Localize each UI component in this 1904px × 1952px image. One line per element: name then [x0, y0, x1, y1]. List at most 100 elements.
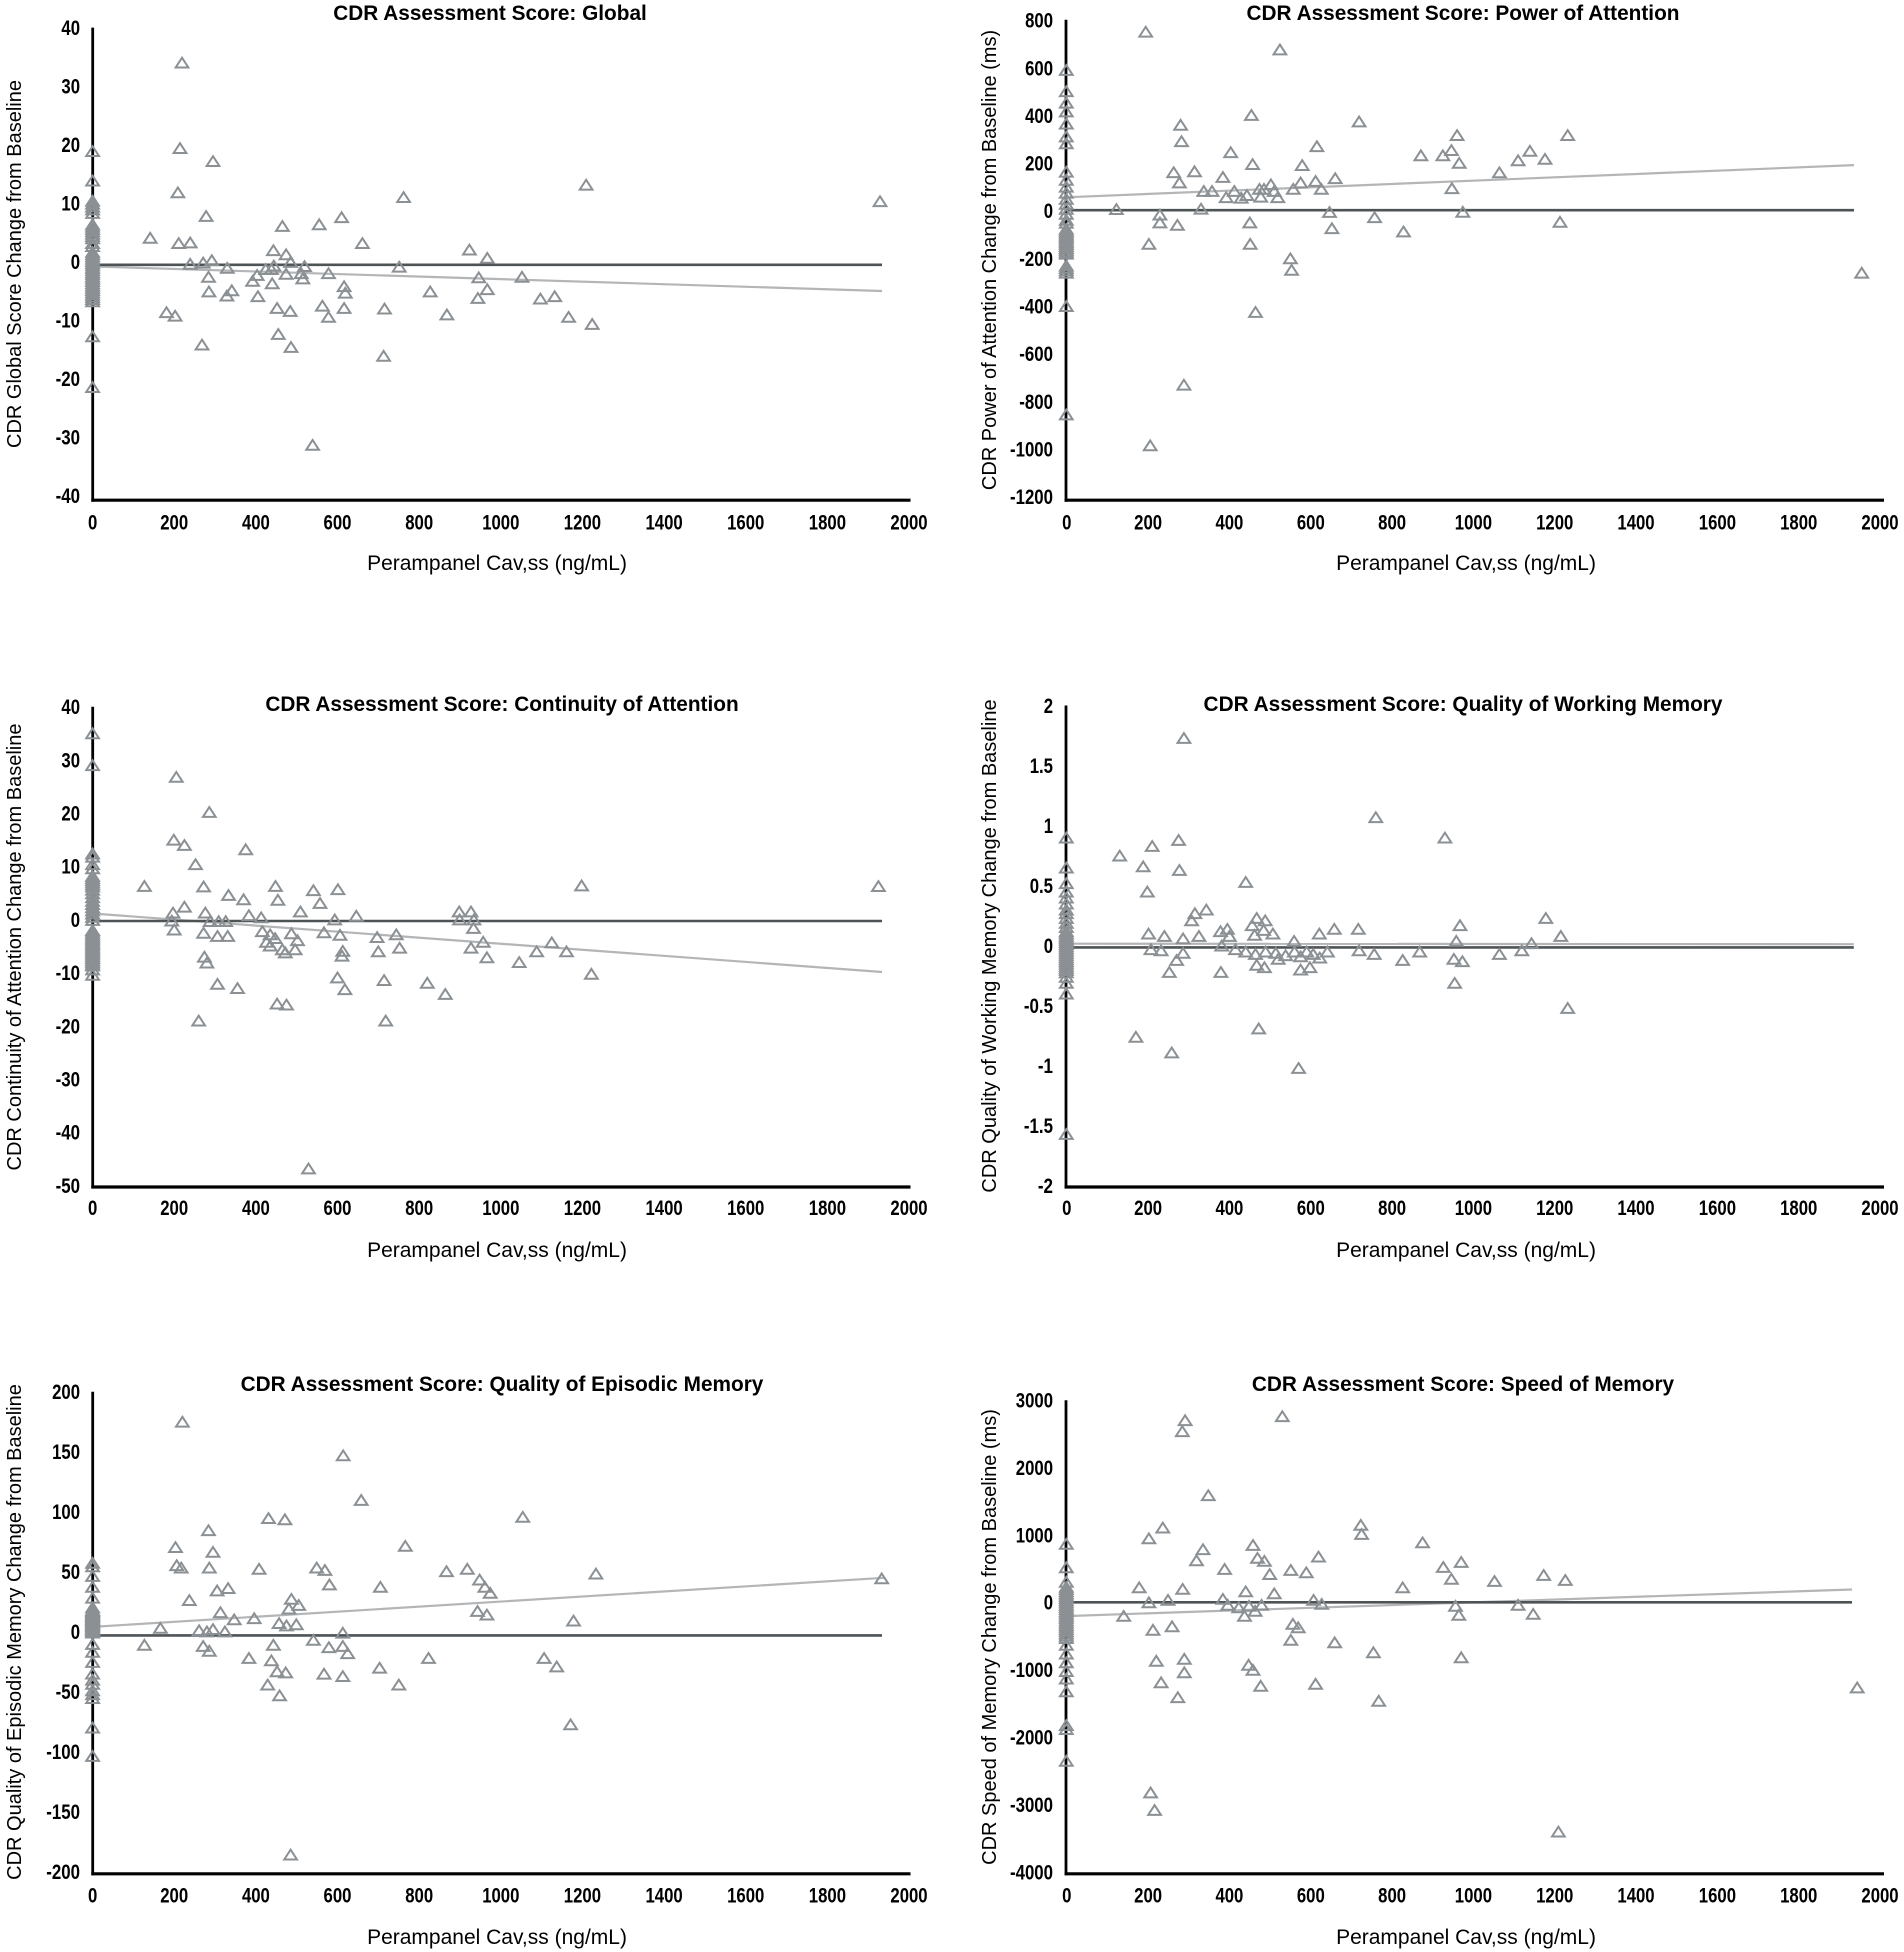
svg-text:-2: -2 [1038, 1175, 1053, 1198]
svg-text:1400: 1400 [1617, 512, 1654, 535]
svg-text:-4000: -4000 [1010, 1861, 1053, 1884]
svg-text:20: 20 [61, 134, 80, 157]
svg-text:400: 400 [1215, 1197, 1243, 1220]
svg-text:1800: 1800 [1780, 1197, 1817, 1220]
svg-text:1400: 1400 [1617, 1197, 1654, 1220]
svg-text:Perampanel Cav,ss (ng/mL): Perampanel Cav,ss (ng/mL) [1336, 552, 1596, 575]
svg-text:-20: -20 [56, 368, 80, 391]
svg-text:1600: 1600 [727, 512, 764, 535]
svg-text:400: 400 [1025, 105, 1053, 128]
svg-text:-1200: -1200 [1010, 486, 1053, 509]
svg-text:400: 400 [242, 1197, 270, 1220]
svg-text:2000: 2000 [890, 1884, 927, 1907]
svg-text:CDR Quality of Working Memory: CDR Quality of Working Memory Change fro… [979, 699, 1001, 1192]
svg-text:600: 600 [324, 1197, 352, 1220]
svg-text:CDR Power of Attention Change: CDR Power of Attention Change from Basel… [979, 30, 1001, 490]
svg-text:1000: 1000 [482, 1197, 519, 1220]
svg-text:CDR Assessment Score: Quality: CDR Assessment Score: Quality of Episodi… [241, 1373, 764, 1396]
svg-text:0: 0 [1044, 1592, 1053, 1615]
svg-text:Perampanel Cav,ss (ng/mL): Perampanel Cav,ss (ng/mL) [1336, 1239, 1596, 1262]
svg-text:-800: -800 [1019, 391, 1053, 414]
svg-text:-1: -1 [1038, 1055, 1053, 1078]
svg-text:0: 0 [1062, 512, 1071, 535]
svg-text:0: 0 [88, 1197, 97, 1220]
svg-text:400: 400 [1215, 1884, 1243, 1907]
svg-text:800: 800 [1025, 10, 1053, 33]
svg-text:CDR Global Score Change from B: CDR Global Score Change from Baseline [4, 80, 26, 448]
svg-text:-600: -600 [1019, 343, 1053, 366]
svg-text:150: 150 [52, 1441, 80, 1464]
svg-text:200: 200 [160, 1197, 188, 1220]
svg-text:1600: 1600 [727, 1884, 764, 1907]
svg-text:0: 0 [1044, 935, 1053, 958]
svg-text:1400: 1400 [646, 1197, 683, 1220]
svg-text:2000: 2000 [1861, 512, 1898, 535]
svg-text:-40: -40 [56, 1122, 80, 1145]
svg-text:30: 30 [61, 749, 80, 772]
svg-text:800: 800 [405, 512, 433, 535]
svg-text:10: 10 [61, 856, 80, 879]
svg-text:1600: 1600 [1699, 1884, 1736, 1907]
svg-text:600: 600 [1025, 57, 1053, 80]
svg-text:200: 200 [1134, 1884, 1162, 1907]
svg-text:-200: -200 [46, 1861, 80, 1884]
svg-text:1200: 1200 [1536, 512, 1573, 535]
svg-text:400: 400 [242, 512, 270, 535]
svg-text:-1000: -1000 [1010, 438, 1053, 461]
svg-text:-10: -10 [56, 310, 80, 333]
svg-text:1000: 1000 [1016, 1524, 1053, 1547]
svg-text:1000: 1000 [1455, 1197, 1492, 1220]
svg-text:Perampanel Cav,ss (ng/mL): Perampanel Cav,ss (ng/mL) [367, 1239, 627, 1262]
svg-text:2000: 2000 [890, 1197, 927, 1220]
svg-text:800: 800 [405, 1884, 433, 1907]
svg-text:-3000: -3000 [1010, 1794, 1053, 1817]
svg-text:CDR Assessment Score: Continui: CDR Assessment Score: Continuity of Atte… [265, 693, 738, 716]
svg-text:2000: 2000 [890, 512, 927, 535]
svg-text:40: 40 [61, 17, 80, 40]
svg-text:1400: 1400 [1617, 1884, 1654, 1907]
svg-text:10: 10 [61, 193, 80, 216]
svg-text:CDR Assessment Score: Quality: CDR Assessment Score: Quality of Working… [1204, 693, 1723, 716]
svg-text:1000: 1000 [1455, 1884, 1492, 1907]
svg-text:-400: -400 [1019, 296, 1053, 319]
svg-text:-2000: -2000 [1010, 1727, 1053, 1750]
svg-text:1600: 1600 [727, 1197, 764, 1220]
svg-text:0.5: 0.5 [1030, 875, 1054, 898]
svg-text:Perampanel Cav,ss (ng/mL): Perampanel Cav,ss (ng/mL) [367, 1926, 627, 1949]
svg-text:50: 50 [61, 1561, 80, 1584]
svg-text:-30: -30 [56, 427, 80, 450]
svg-text:600: 600 [324, 512, 352, 535]
svg-text:100: 100 [52, 1501, 80, 1524]
svg-text:CDR Assessment Score: Speed of: CDR Assessment Score: Speed of Memory [1252, 1373, 1675, 1396]
svg-text:0: 0 [1044, 200, 1053, 223]
svg-text:0: 0 [1062, 1884, 1071, 1907]
svg-text:-50: -50 [56, 1681, 80, 1704]
svg-text:200: 200 [1025, 153, 1053, 176]
svg-text:1800: 1800 [809, 512, 846, 535]
svg-text:3000: 3000 [1016, 1389, 1053, 1412]
svg-text:0: 0 [1062, 1197, 1071, 1220]
svg-text:1600: 1600 [1699, 1197, 1736, 1220]
svg-text:1000: 1000 [1455, 512, 1492, 535]
svg-text:600: 600 [1297, 1197, 1325, 1220]
svg-text:30: 30 [61, 76, 80, 99]
svg-text:600: 600 [1297, 1884, 1325, 1907]
svg-text:-30: -30 [56, 1069, 80, 1092]
svg-text:-1.5: -1.5 [1024, 1115, 1053, 1138]
svg-text:CDR Continuity of Attention Ch: CDR Continuity of Attention Change from … [4, 724, 26, 1171]
svg-text:20: 20 [61, 803, 80, 826]
svg-text:0: 0 [88, 1884, 97, 1907]
svg-text:-50: -50 [56, 1175, 80, 1198]
svg-text:1200: 1200 [564, 1884, 601, 1907]
svg-text:800: 800 [1378, 512, 1406, 535]
svg-text:2000: 2000 [1016, 1457, 1053, 1480]
svg-text:200: 200 [1134, 1197, 1162, 1220]
svg-text:0: 0 [71, 1621, 80, 1644]
svg-text:1600: 1600 [1699, 512, 1736, 535]
svg-text:200: 200 [160, 512, 188, 535]
svg-text:-150: -150 [46, 1801, 80, 1824]
svg-text:-40: -40 [56, 485, 80, 508]
svg-text:0: 0 [88, 512, 97, 535]
svg-text:CDR Assessment Score: Power of: CDR Assessment Score: Power of Attention [1247, 2, 1680, 25]
svg-text:-1000: -1000 [1010, 1659, 1053, 1682]
